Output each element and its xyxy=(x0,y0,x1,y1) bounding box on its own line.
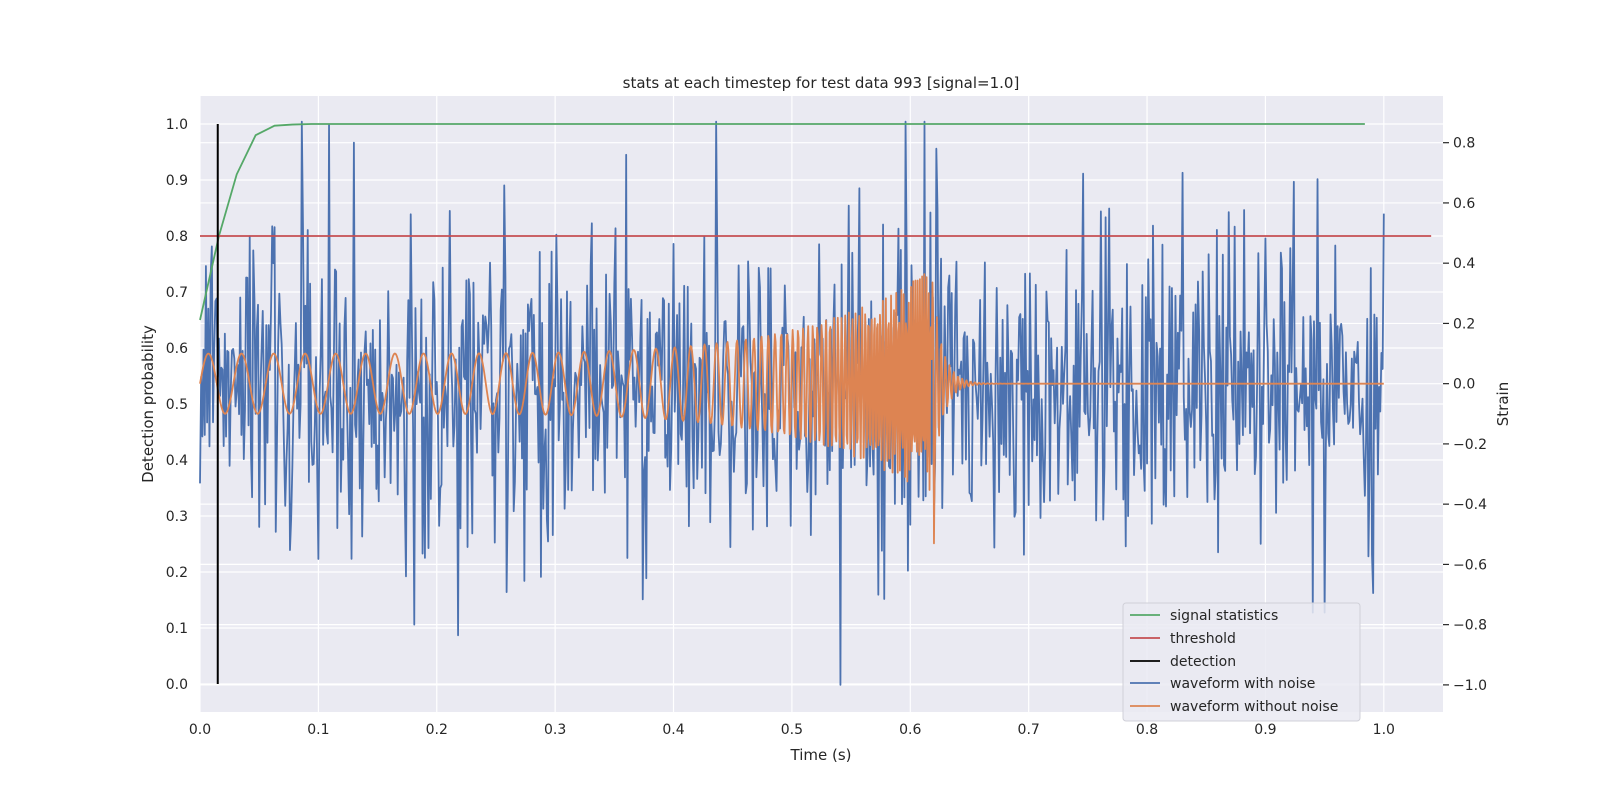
x-tick-label: 0.9 xyxy=(1254,722,1276,738)
legend-label-waveform-without-noise: waveform without noise xyxy=(1170,699,1338,715)
y-tick-label: 0.6 xyxy=(166,341,188,357)
x-tick-label: 0.1 xyxy=(307,722,329,738)
x-axis-label: Time (s) xyxy=(790,746,852,764)
y2-tick-label: −1.0 xyxy=(1453,678,1487,694)
y-axis-label: Detection probability xyxy=(139,325,157,483)
y2-tick-label: 0.4 xyxy=(1453,256,1475,272)
x-tick-label: 0.3 xyxy=(544,722,566,738)
y2-tick-label: −0.4 xyxy=(1453,497,1487,513)
y2-tick-label: −0.2 xyxy=(1453,437,1487,453)
x-tick-label: 0.0 xyxy=(189,722,211,738)
y-tick-label: 0.8 xyxy=(166,229,188,245)
legend-label-threshold: threshold xyxy=(1170,631,1236,647)
x-tick-label: 0.7 xyxy=(1018,722,1040,738)
y2-tick-label: 0.6 xyxy=(1453,196,1475,212)
y-tick-label: 0.7 xyxy=(166,285,188,301)
chart-title: stats at each timestep for test data 993… xyxy=(623,74,1020,92)
x-tick-label: 0.8 xyxy=(1136,722,1158,738)
x-tick-label: 1.0 xyxy=(1373,722,1395,738)
y2-tick-label: −0.6 xyxy=(1453,557,1487,573)
series-layer xyxy=(199,120,1432,686)
y2-axis-ticks: −1.0 −0.8 −0.6 −0.4 −0.2 0.0 0.2 0.4 0.6 0.8 xyxy=(1443,136,1487,694)
y-tick-label: 1.0 xyxy=(166,117,188,133)
y2-tick-label: 0.0 xyxy=(1453,377,1475,393)
legend-label-signal-statistics: signal statistics xyxy=(1170,608,1278,624)
series-line-waveform-without-noise xyxy=(199,273,1384,545)
x-tick-label: 0.4 xyxy=(662,722,684,738)
x-axis-ticks: 0.0 0.1 0.2 0.3 0.4 0.5 0.6 0.7 0.8 0.9 1.0 xyxy=(189,722,1395,738)
legend-label-waveform-with-noise: waveform with noise xyxy=(1170,676,1315,692)
y-axis-ticks: 0.0 0.1 0.2 0.3 0.4 0.5 0.6 0.7 0.8 0.9 1.0 xyxy=(166,117,188,693)
y-tick-label: 0.3 xyxy=(166,509,188,525)
y2-tick-label: −0.8 xyxy=(1453,618,1487,634)
x-tick-label: 0.6 xyxy=(899,722,921,738)
y2-tick-label: 0.8 xyxy=(1453,136,1475,152)
y-tick-label: 0.4 xyxy=(166,453,188,469)
y-tick-label: 0.1 xyxy=(166,621,188,637)
x-tick-label: 0.2 xyxy=(426,722,448,738)
y-tick-label: 0.2 xyxy=(166,565,188,581)
legend-label-detection: detection xyxy=(1170,654,1236,670)
y-tick-label: 0.5 xyxy=(166,397,188,413)
legend: signal statistics threshold detection wa… xyxy=(1122,602,1361,722)
series-line-signal-statistics xyxy=(199,123,1365,321)
x-tick-label: 0.5 xyxy=(781,722,803,738)
y-tick-label: 0.0 xyxy=(166,677,188,693)
y2-tick-label: 0.2 xyxy=(1453,316,1475,332)
y2-axis-label: Strain xyxy=(1494,382,1512,426)
legend-box xyxy=(1122,602,1361,722)
y-tick-label: 0.9 xyxy=(166,173,188,189)
